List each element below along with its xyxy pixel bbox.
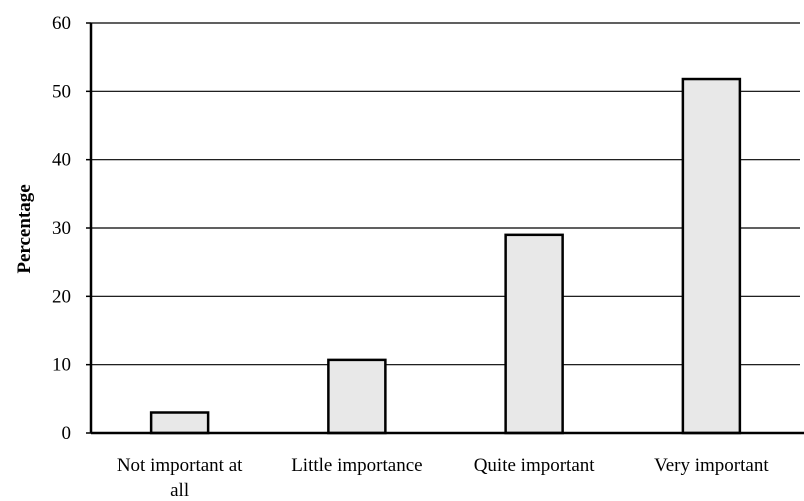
bar-3 xyxy=(504,233,564,435)
y-tick-label: 20 xyxy=(52,286,71,307)
y-tick-label: 30 xyxy=(52,218,71,239)
y-tick-label: 0 xyxy=(62,423,72,444)
y-tick-label: 60 xyxy=(52,13,71,34)
y-tick-label: 50 xyxy=(52,81,71,102)
x-tick-label-line: Not important at xyxy=(117,455,243,476)
axes xyxy=(86,22,804,435)
x-tick-label: Little importance xyxy=(291,455,422,476)
y-tick-label: 40 xyxy=(52,150,71,171)
y-tick-label: 10 xyxy=(52,355,71,376)
x-tick-label: Very important xyxy=(654,455,769,476)
x-tick-label-line: Little importance xyxy=(291,455,422,476)
x-tick-labels: Not important at all Little importance Quit… xyxy=(117,455,770,501)
x-tick-label: Quite important xyxy=(474,455,596,476)
x-tick-label-line: Very important xyxy=(654,455,769,476)
y-tick-labels: 0 10 20 30 40 50 60 xyxy=(52,13,71,444)
x-tick-label-line: Quite important xyxy=(474,455,596,476)
bar-4 xyxy=(681,77,742,435)
bar-1 xyxy=(149,411,210,435)
x-tick-label: Not important at all xyxy=(117,455,243,501)
x-tick-label-line: all xyxy=(170,480,189,501)
bar-2 xyxy=(327,358,387,435)
bars xyxy=(149,77,742,435)
y-axis-title: Percentage xyxy=(14,184,35,273)
